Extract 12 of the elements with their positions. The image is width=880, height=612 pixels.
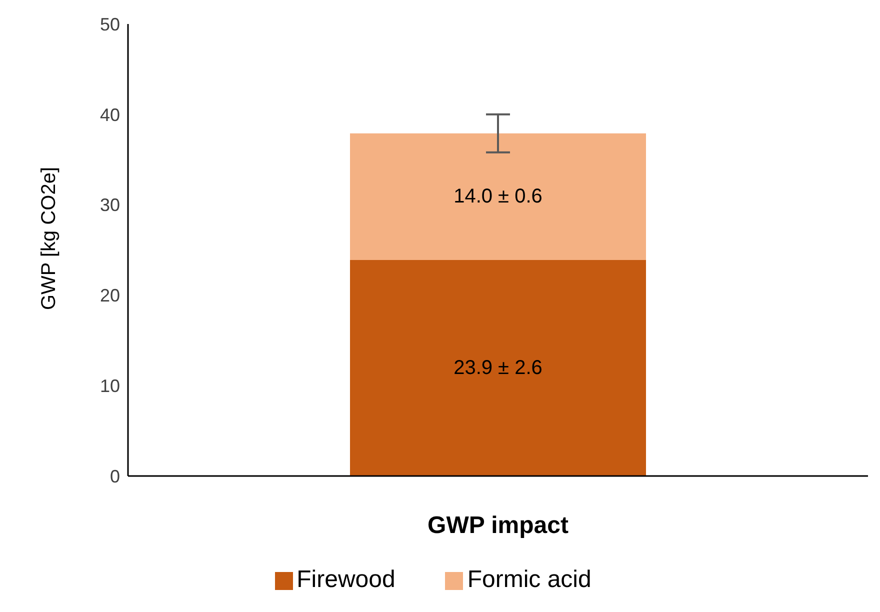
y-tick-label: 40 [100, 104, 120, 125]
legend-label: Firewood [296, 566, 396, 593]
data-label: 23.9 ± 2.6 [454, 356, 542, 379]
y-tick-label: 50 [100, 14, 120, 34]
y-tick-label: 30 [100, 195, 120, 216]
x-axis-title: GWP impact [428, 512, 568, 540]
y-axis-title: GWP [kg CO2e] [38, 166, 60, 310]
y-tick-label: 20 [100, 286, 120, 306]
y-tick-label: 0 [110, 466, 120, 486]
legend-label: Formic acid [467, 566, 592, 593]
data-label: 14.0 ± 0.6 [454, 186, 542, 208]
y-tick-label: 10 [100, 376, 120, 396]
